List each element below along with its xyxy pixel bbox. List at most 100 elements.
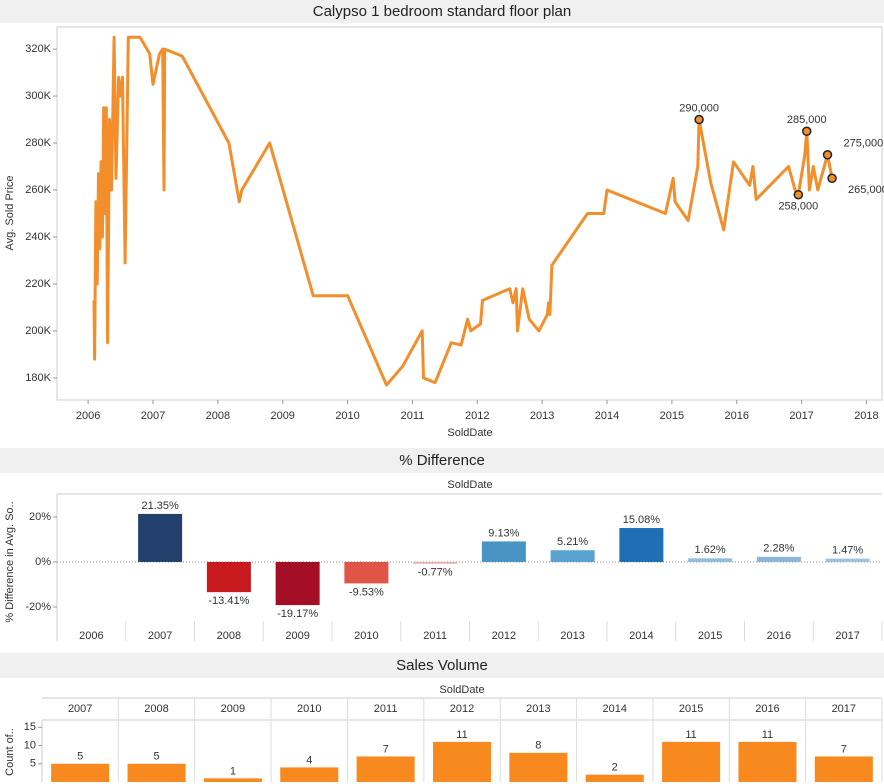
x-tick-label: 2009 <box>285 630 309 642</box>
value-label: -19.17% <box>277 608 318 620</box>
bar <box>585 774 644 782</box>
bar <box>814 756 873 782</box>
bar <box>51 763 110 782</box>
header-cell: 2011 <box>374 703 398 715</box>
bar <box>203 778 262 782</box>
header-cell: 2015 <box>679 703 703 715</box>
x-tick-label: 2006 <box>79 630 103 642</box>
annotation-label: 275,000 <box>844 138 884 150</box>
value-label: 8 <box>535 740 541 752</box>
x-tick-label: 2016 <box>724 410 748 422</box>
y-tick-label: 20% <box>29 511 51 523</box>
value-label: 5.21% <box>557 536 588 548</box>
chart-title: % Difference <box>399 452 485 469</box>
value-label: 7 <box>841 743 847 755</box>
x-tick-label: 2018 <box>854 410 878 422</box>
bar <box>206 561 251 593</box>
x-tick-label: 2015 <box>660 410 684 422</box>
value-label: 1 <box>230 765 236 777</box>
header-cell: 2008 <box>144 703 168 715</box>
y-tick-label: 300K <box>25 90 51 102</box>
y-axis-label: % Difference in Avg. So.. <box>4 501 16 622</box>
bar <box>550 550 595 562</box>
bar <box>127 763 186 782</box>
y-tick-label: 5 <box>30 758 36 770</box>
x-tick-label: 2013 <box>560 630 584 642</box>
y-axis-label: Avg. Sold Price <box>4 175 16 250</box>
x-tick-label: 2013 <box>530 410 554 422</box>
annotation-marker <box>802 126 812 137</box>
annotation-marker <box>822 150 833 160</box>
x-tick-label: 2010 <box>354 630 378 642</box>
y-tick-label: 320K <box>25 43 51 55</box>
x-tick-label: 2014 <box>595 410 619 422</box>
title-band <box>0 448 884 473</box>
header-cell: 2013 <box>526 703 550 715</box>
x-tick-label: 2012 <box>492 630 516 642</box>
annotation-marker <box>793 189 804 200</box>
header-cell: 2012 <box>450 703 474 715</box>
value-label: 2 <box>612 762 618 774</box>
y-axis-label: Count of.. <box>4 728 16 776</box>
x-tick-label: 2007 <box>141 410 165 422</box>
title-band <box>0 653 884 678</box>
value-label: 2.28% <box>763 543 794 555</box>
bar <box>344 561 389 584</box>
y-tick-label: -20% <box>25 601 51 613</box>
y-tick-label: 280K <box>25 137 51 149</box>
x-tick-label: 2007 <box>148 630 172 642</box>
x-tick-label: 2006 <box>76 410 100 422</box>
annotation-label: 258,000 <box>778 201 818 213</box>
y-tick-label: 200K <box>25 325 51 337</box>
x-tick-label: 2008 <box>217 630 241 642</box>
value-label: 9.13% <box>488 527 519 539</box>
bar <box>619 528 664 562</box>
x-tick-label: 2014 <box>629 630 653 642</box>
bar <box>509 752 568 782</box>
bar <box>280 767 339 782</box>
bar <box>738 741 797 782</box>
header-cell: 2016 <box>755 703 779 715</box>
x-axis-label: SoldDate <box>447 427 492 439</box>
y-tick-label: 180K <box>25 372 51 384</box>
header-cell: 2009 <box>221 703 245 715</box>
x-tick-label: 2015 <box>698 630 722 642</box>
y-tick-label: 240K <box>25 231 51 243</box>
value-label: 21.35% <box>141 500 179 512</box>
header-cell: 2010 <box>297 703 321 715</box>
value-label: -13.41% <box>208 595 249 607</box>
title-band <box>0 0 884 23</box>
bar <box>138 513 183 562</box>
value-label: 4 <box>306 754 312 766</box>
plot-area <box>56 26 883 401</box>
x-tick-label: 2009 <box>270 410 294 422</box>
y-tick-label: 10 <box>24 739 36 751</box>
y-tick-label: 220K <box>25 278 51 290</box>
annotation-label: 265,000 <box>848 184 884 196</box>
annotation-label: 290,000 <box>679 102 719 114</box>
annotation-marker <box>694 114 704 125</box>
value-label: 11 <box>762 729 773 741</box>
bar <box>756 556 801 562</box>
y-tick-label: 260K <box>25 184 51 196</box>
bar <box>688 558 733 562</box>
value-label: -0.77% <box>418 567 453 579</box>
x-tick-label: 2017 <box>835 630 859 642</box>
x-tick-label: 2016 <box>767 630 791 642</box>
line <box>92 35 834 387</box>
value-label: 1.47% <box>832 545 863 557</box>
value-label: 11 <box>456 729 467 741</box>
x-tick-label: 2011 <box>401 410 425 422</box>
annotation-marker <box>827 173 837 184</box>
header-cell: 2017 <box>832 703 856 715</box>
header-label: SoldDate <box>447 479 492 491</box>
value-label: 15.08% <box>623 514 661 526</box>
bar <box>481 541 526 562</box>
bar <box>825 558 870 562</box>
header-cell: 2014 <box>602 703 626 715</box>
x-tick-label: 2011 <box>423 630 447 642</box>
value-label: -9.53% <box>349 586 384 598</box>
x-tick-label: 2012 <box>465 410 489 422</box>
bar <box>413 561 458 564</box>
